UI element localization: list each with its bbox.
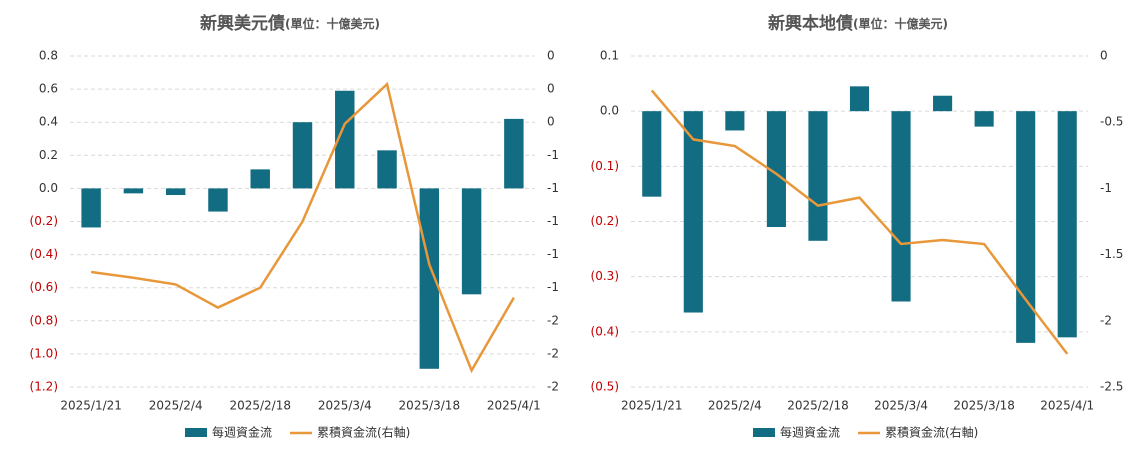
bar — [849, 86, 870, 112]
y-tick-label: (0.6) — [30, 280, 58, 294]
x-tick-label: 2025/2/18 — [229, 399, 291, 413]
subtitle: (單位：十億美元) — [853, 16, 948, 31]
chart-title: 新興本地債(單位：十億美元) — [768, 13, 948, 34]
y2-tick-label: -1 — [1100, 181, 1112, 195]
y-tick-label: (1.0) — [30, 346, 58, 360]
y-tick-label: (0.4) — [30, 247, 58, 261]
legend-swatch — [753, 428, 775, 437]
y2-tick-label: -1 — [547, 148, 559, 162]
y-tick-label: (1.2) — [30, 380, 58, 394]
x-tick-label: 2025/2/18 — [787, 399, 849, 413]
y-tick-label: 0.8 — [39, 49, 58, 63]
legend-label: 每週資金流 — [780, 425, 840, 440]
y-tick-label: (0.1) — [591, 159, 619, 173]
y-tick-label: 0.4 — [39, 115, 58, 129]
x-tick-label: 2025/3/4 — [318, 399, 372, 413]
y2-tick-label: 0 — [547, 115, 555, 129]
bar — [208, 188, 228, 212]
bar — [1016, 111, 1036, 343]
legend-label: 累積資金流(右軸) — [885, 425, 978, 440]
bar — [683, 111, 703, 313]
bar — [250, 169, 270, 189]
y-tick-label: (0.4) — [591, 324, 619, 338]
bar — [377, 150, 397, 189]
y2-tick-label: -1 — [547, 247, 559, 261]
y-tick-label: (0.2) — [591, 214, 619, 228]
y-tick-label: 0.0 — [600, 104, 619, 118]
legend-label: 每週資金流 — [212, 425, 272, 440]
y-tick-label: (0.5) — [591, 380, 619, 394]
x-tick-label: 2025/2/4 — [708, 399, 762, 413]
bar — [81, 188, 101, 228]
bar — [123, 188, 144, 194]
y2-tick-label: -2 — [547, 380, 559, 394]
bar — [725, 111, 745, 131]
x-tick-label: 2025/1/21 — [621, 399, 683, 413]
y2-tick-label: -2 — [547, 346, 559, 360]
y2-tick-label: -0.5 — [1100, 115, 1123, 129]
bar — [933, 95, 953, 112]
y-tick-label: (0.3) — [591, 269, 619, 283]
y2-tick-label: 0 — [547, 82, 555, 96]
bar — [1057, 111, 1077, 338]
bar — [504, 118, 524, 189]
bar — [891, 111, 911, 302]
legend-swatch — [185, 428, 207, 437]
bar — [419, 188, 440, 369]
title: 新興美元債 — [200, 13, 285, 34]
y-tick-label: 0.1 — [600, 49, 619, 63]
title: 新興本地債 — [768, 13, 853, 34]
y2-tick-label: -1.5 — [1100, 247, 1123, 261]
legend-label: 累積資金流(右軸) — [317, 425, 410, 440]
bar — [292, 122, 313, 189]
x-tick-label: 2025/4/1 — [487, 399, 541, 413]
x-tick-label: 2025/1/21 — [60, 399, 122, 413]
y2-tick-label: 0 — [1100, 49, 1108, 63]
chart-title: 新興美元債(單位：十億美元) — [200, 13, 380, 34]
bar — [808, 111, 828, 241]
y2-tick-label: -2 — [547, 313, 559, 327]
x-tick-label: 2025/2/4 — [149, 399, 203, 413]
line — [650, 89, 1069, 355]
y-tick-label: 0.0 — [39, 181, 58, 195]
y-tick-label: 0.2 — [39, 148, 58, 162]
y-tick-label: (0.8) — [30, 313, 58, 327]
y2-tick-label: 0 — [547, 49, 555, 63]
y2-tick-label: -2 — [1100, 313, 1112, 327]
x-tick-label: 2025/3/18 — [399, 399, 461, 413]
y2-tick-label: -2.5 — [1100, 380, 1123, 394]
y2-tick-label: -1 — [547, 214, 559, 228]
bar — [766, 111, 786, 228]
x-tick-label: 2025/3/18 — [953, 399, 1015, 413]
bar — [974, 111, 994, 127]
y-tick-label: 0.6 — [39, 82, 58, 96]
bar — [335, 90, 355, 189]
subtitle: (單位：十億美元) — [285, 16, 380, 31]
x-tick-label: 2025/4/1 — [1040, 399, 1094, 413]
line — [90, 81, 515, 374]
bar — [461, 188, 482, 295]
x-tick-label: 2025/3/4 — [874, 399, 928, 413]
y-tick-label: (0.2) — [30, 214, 58, 228]
bar — [165, 188, 186, 196]
y2-tick-label: -1 — [547, 280, 559, 294]
bar — [642, 111, 662, 197]
y2-tick-label: -1 — [547, 181, 559, 195]
